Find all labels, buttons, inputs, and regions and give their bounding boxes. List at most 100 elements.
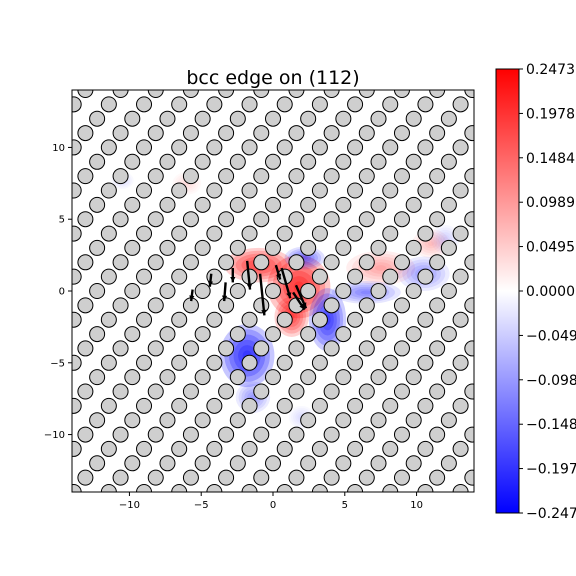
- atom: [241, 139, 258, 156]
- atom: [241, 440, 258, 457]
- atom: [358, 469, 375, 486]
- atom: [382, 397, 399, 414]
- y-tick-label: −5: [50, 358, 65, 369]
- atom: [417, 268, 434, 285]
- field-patch: [427, 241, 435, 247]
- atom: [112, 426, 129, 443]
- atom: [300, 196, 317, 213]
- atom: [229, 412, 246, 429]
- atom: [393, 383, 410, 400]
- atom: [147, 383, 164, 400]
- arrow-shaft: [258, 273, 266, 316]
- atom: [147, 340, 164, 357]
- atom: [136, 225, 153, 242]
- atom: [100, 182, 117, 199]
- atom: [477, 370, 492, 385]
- atom: [100, 139, 117, 156]
- atom: [311, 225, 328, 242]
- atom: [206, 484, 223, 492]
- atom: [429, 297, 446, 314]
- atom: [124, 326, 141, 343]
- atom: [464, 383, 474, 400]
- atom: [136, 139, 153, 156]
- atom: [441, 68, 456, 83]
- atom: [347, 96, 364, 113]
- atom: [300, 110, 317, 127]
- atom: [371, 68, 386, 83]
- atom: [288, 469, 305, 486]
- atom: [54, 68, 69, 83]
- atom: [77, 340, 94, 357]
- atom: [393, 254, 410, 271]
- atom: [182, 383, 199, 400]
- atom: [405, 412, 422, 429]
- atom: [182, 426, 199, 443]
- atom: [382, 139, 399, 156]
- atom: [72, 225, 82, 242]
- atom: [464, 426, 474, 443]
- atom: [323, 383, 340, 400]
- atom: [477, 68, 492, 83]
- atom: [182, 469, 199, 486]
- atom: [417, 397, 434, 414]
- atom: [182, 168, 199, 185]
- atom: [288, 211, 305, 228]
- y-tick-label: 5: [59, 215, 65, 226]
- atom: [253, 125, 270, 142]
- atom: [335, 455, 352, 472]
- atom: [288, 383, 305, 400]
- atom: [347, 182, 364, 199]
- atom: [194, 455, 211, 472]
- atom: [112, 254, 129, 271]
- atom: [335, 326, 352, 343]
- atom: [147, 211, 164, 228]
- arrow-head: [230, 276, 236, 283]
- atom: [194, 412, 211, 429]
- x-tick-label: 10: [410, 500, 423, 511]
- displacement-arrows: [189, 260, 308, 316]
- atom: [229, 369, 246, 386]
- atom: [477, 111, 492, 126]
- atom: [440, 455, 457, 472]
- atom: [112, 211, 129, 228]
- atom: [112, 90, 129, 98]
- atom: [477, 413, 492, 428]
- atom: [276, 96, 293, 113]
- atom: [371, 499, 386, 514]
- atom: [393, 168, 410, 185]
- arrow-head: [207, 281, 214, 287]
- atom: [300, 369, 317, 386]
- atom: [335, 196, 352, 213]
- atom: [206, 311, 223, 328]
- atom: [54, 111, 69, 126]
- atom: [253, 469, 270, 486]
- atom: [429, 125, 446, 142]
- field-patch: [360, 290, 373, 295]
- atom: [276, 397, 293, 414]
- atom: [370, 369, 387, 386]
- atom: [405, 283, 422, 299]
- atom: [77, 469, 94, 486]
- field-patch: [424, 238, 438, 249]
- atom: [358, 340, 375, 357]
- atom: [311, 397, 328, 414]
- atom: [90, 68, 105, 83]
- atom: [77, 297, 94, 314]
- atom: [253, 254, 270, 271]
- atom: [452, 182, 469, 199]
- atom: [253, 211, 270, 228]
- atom: [452, 484, 469, 492]
- atom: [218, 340, 235, 357]
- atom: [347, 354, 364, 371]
- atom: [393, 211, 410, 228]
- y-tick-label: 0: [59, 287, 65, 298]
- atom: [440, 239, 457, 256]
- atom: [54, 413, 69, 428]
- atom: [288, 168, 305, 185]
- colorbar-tick-label: 0.0495: [526, 240, 575, 256]
- colorbar: [495, 68, 520, 514]
- atom: [370, 283, 387, 299]
- atom: [300, 153, 317, 170]
- atom: [171, 484, 188, 492]
- atom: [253, 297, 270, 314]
